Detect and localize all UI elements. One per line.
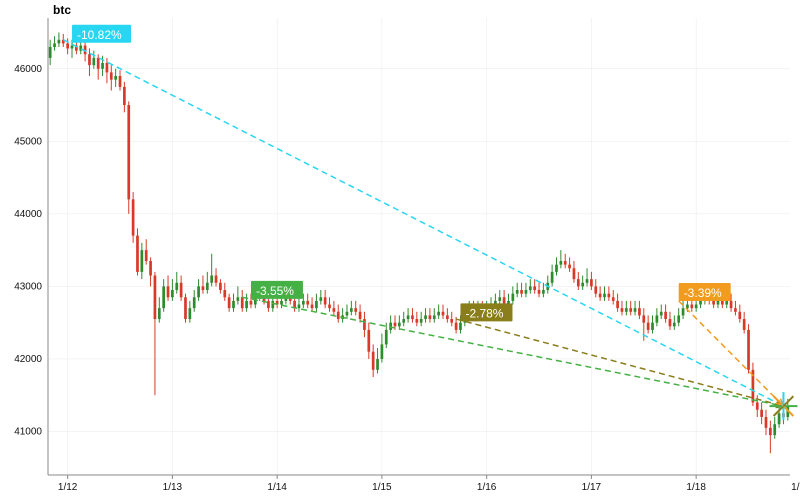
svg-text:46000: 46000 (14, 64, 42, 75)
candle-layer (49, 33, 789, 454)
svg-text:43000: 43000 (14, 281, 42, 292)
svg-text:1/16: 1/16 (477, 482, 497, 493)
svg-text:1/12: 1/12 (58, 482, 78, 493)
svg-text:-3.39%: -3.39% (684, 286, 722, 300)
svg-text:-10.82%: -10.82% (77, 28, 122, 42)
svg-text:-3.55%: -3.55% (256, 284, 294, 298)
trend-layer (63, 40, 797, 420)
svg-text:1/13: 1/13 (163, 482, 183, 493)
svg-text:45000: 45000 (14, 136, 42, 147)
svg-text:1/19: 1/19 (791, 482, 800, 493)
annotation-layer: -10.82% -3.55% -2.78% -3.39% (72, 25, 731, 322)
axis-layer: 41000 42000 43000 44000 45000 46000 1/12 1/13 1/… (14, 18, 800, 493)
svg-text:42000: 42000 (14, 354, 42, 365)
svg-text:1/14: 1/14 (267, 482, 287, 493)
svg-text:-2.78%: -2.78% (465, 306, 503, 320)
svg-text:1/17: 1/17 (582, 482, 602, 493)
chart-container: btc -10.82%-3.55%-2.78%-3.39% 4100042000… (0, 0, 800, 500)
svg-text:41000: 41000 (14, 426, 42, 437)
svg-text:1/18: 1/18 (686, 482, 706, 493)
grid-layer (48, 18, 800, 475)
svg-text:44000: 44000 (14, 209, 42, 220)
svg-text:1/15: 1/15 (372, 482, 392, 493)
chart-svg: -10.82% -3.55% -2.78% -3.39% 41000 42000 4300… (0, 0, 800, 500)
